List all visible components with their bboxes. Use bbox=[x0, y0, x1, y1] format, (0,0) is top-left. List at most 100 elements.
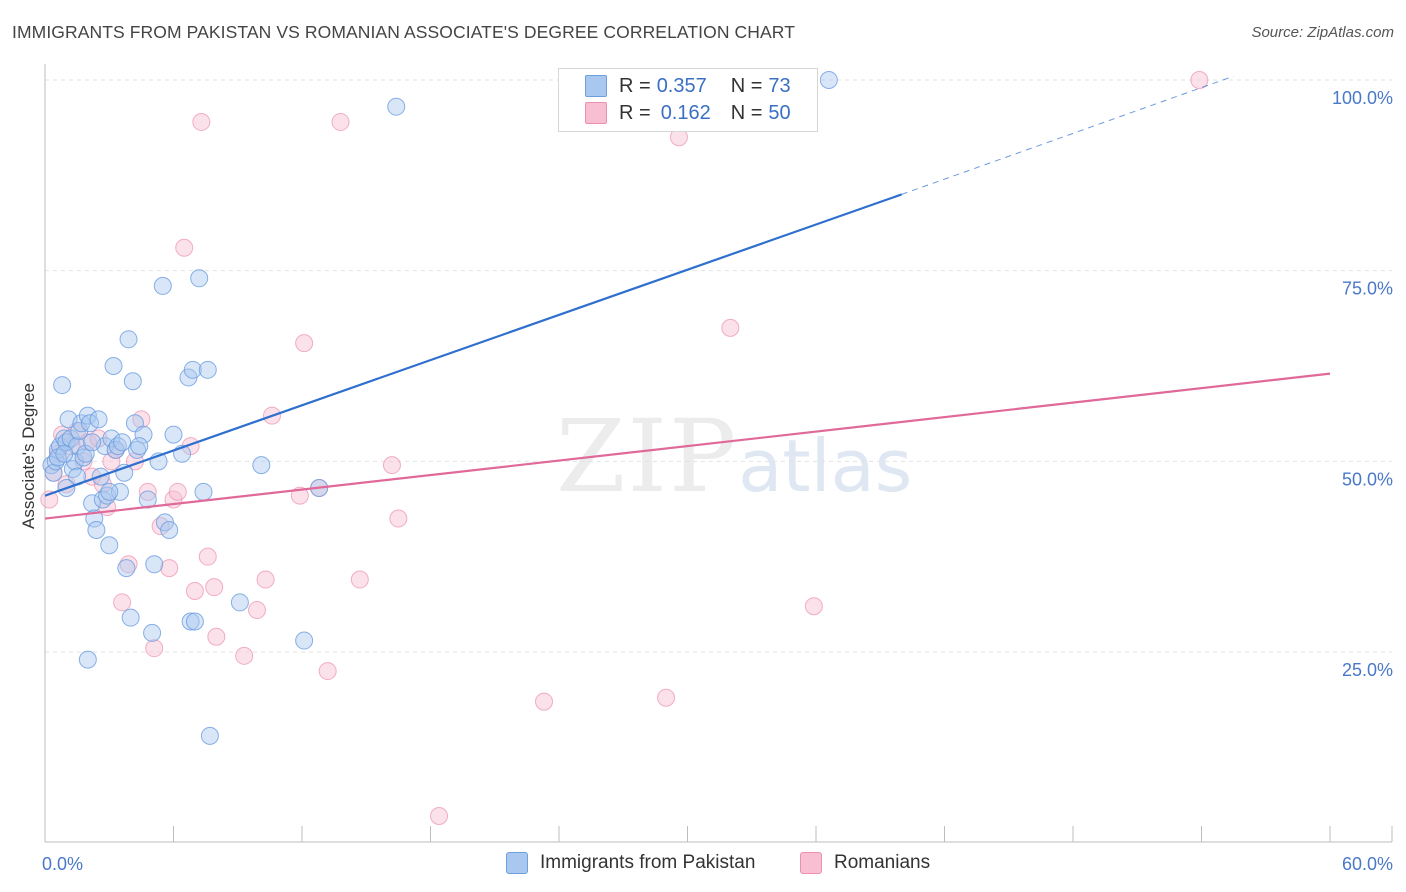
data-point-pakistan bbox=[252, 456, 271, 475]
legend-r-value: 0.162 bbox=[660, 101, 711, 124]
data-point-romanians bbox=[389, 509, 408, 528]
data-point-pakistan bbox=[83, 433, 102, 452]
data-point-romanians bbox=[160, 559, 179, 578]
data-point-romanians bbox=[168, 482, 187, 501]
data-point-romanians bbox=[248, 601, 267, 620]
data-point-pakistan bbox=[104, 357, 123, 376]
data-point-romanians bbox=[290, 486, 309, 505]
data-point-romanians bbox=[382, 456, 401, 475]
data-point-pakistan bbox=[78, 406, 97, 425]
data-point-romanians bbox=[535, 692, 554, 711]
data-point-pakistan bbox=[102, 429, 121, 448]
data-point-romanians bbox=[185, 581, 204, 600]
data-point-pakistan bbox=[100, 482, 119, 501]
data-point-pakistan bbox=[295, 631, 314, 650]
data-point-romanians bbox=[256, 570, 275, 589]
legend-row-romanians: R = 0.162 N = 50 bbox=[585, 100, 791, 126]
data-point-pakistan bbox=[100, 536, 119, 555]
data-point-pakistan bbox=[80, 414, 99, 433]
bottom-legend-label: Immigrants from Pakistan bbox=[540, 852, 756, 873]
data-point-romanians bbox=[350, 570, 369, 589]
data-point-pakistan bbox=[87, 520, 106, 539]
data-point-romanians bbox=[192, 112, 211, 131]
legend-r-value: 0.357 bbox=[656, 74, 707, 97]
data-point-pakistan bbox=[190, 269, 209, 288]
data-point-pakistan bbox=[387, 97, 406, 116]
data-point-pakistan bbox=[119, 330, 138, 349]
data-point-pakistan bbox=[819, 71, 838, 89]
y-tick-label: 100.0% bbox=[1332, 88, 1393, 108]
bottom-legend-swatch-blue bbox=[506, 852, 528, 874]
data-point-pakistan bbox=[65, 452, 84, 471]
legend-n-value: 73 bbox=[768, 74, 791, 97]
correlation-legend: R = 0.357 N = 73 R = 0.162 N = 50 bbox=[558, 68, 818, 132]
legend-r-label: R = bbox=[619, 101, 651, 124]
legend-n-value: 50 bbox=[768, 101, 791, 124]
legend-swatch-blue bbox=[585, 75, 607, 97]
legend-swatch-pink bbox=[585, 102, 607, 124]
data-point-pakistan bbox=[153, 276, 172, 295]
data-point-romanians bbox=[804, 597, 823, 616]
data-point-pakistan bbox=[230, 593, 249, 612]
y-axis-label: Associate's Degree bbox=[19, 383, 38, 529]
data-point-pakistan bbox=[130, 437, 149, 456]
data-point-pakistan bbox=[76, 444, 95, 463]
data-point-pakistan bbox=[164, 425, 183, 444]
trendline-pakistan bbox=[44, 193, 903, 497]
data-point-romanians bbox=[205, 578, 224, 597]
data-point-pakistan bbox=[113, 433, 132, 452]
data-point-romanians bbox=[235, 646, 254, 665]
trendline-pakistan-extension bbox=[901, 75, 1234, 195]
legend-row-pakistan: R = 0.357 N = 73 bbox=[585, 73, 791, 99]
data-point-romanians bbox=[138, 482, 157, 501]
data-point-pakistan bbox=[123, 372, 142, 391]
legend-n-label: N = bbox=[730, 101, 763, 124]
data-point-pakistan bbox=[200, 726, 219, 745]
x-tick-label: 60.0% bbox=[1342, 854, 1393, 874]
data-point-pakistan bbox=[198, 360, 217, 379]
data-point-romanians bbox=[1190, 71, 1209, 89]
data-point-romanians bbox=[657, 688, 676, 707]
data-point-pakistan bbox=[117, 559, 136, 578]
data-point-romanians bbox=[721, 318, 740, 337]
data-point-pakistan bbox=[44, 463, 63, 482]
legend-n-label: N = bbox=[730, 74, 763, 97]
x-tick-label: 0.0% bbox=[42, 854, 83, 874]
data-point-pakistan bbox=[70, 421, 89, 440]
data-point-pakistan bbox=[143, 623, 162, 642]
legend-r-label: R = bbox=[619, 74, 651, 97]
data-point-pakistan bbox=[83, 494, 102, 513]
source-label: Source: ZipAtlas.com bbox=[1251, 24, 1394, 41]
bottom-legend-pakistan: Immigrants from Pakistan bbox=[506, 852, 755, 874]
data-point-pakistan bbox=[194, 482, 213, 501]
y-tick-label: 25.0% bbox=[1342, 660, 1393, 680]
data-point-romanians bbox=[295, 334, 314, 353]
data-point-romanians bbox=[430, 806, 449, 825]
data-point-pakistan bbox=[145, 555, 164, 574]
data-point-romanians bbox=[113, 593, 132, 612]
data-point-pakistan bbox=[78, 650, 97, 669]
data-point-pakistan bbox=[55, 444, 74, 463]
data-point-pakistan bbox=[121, 608, 140, 627]
data-point-pakistan bbox=[53, 376, 72, 395]
bottom-legend-label: Romanians bbox=[834, 852, 931, 873]
data-point-pakistan bbox=[183, 360, 202, 379]
data-point-romanians bbox=[207, 627, 226, 646]
data-point-pakistan bbox=[110, 482, 129, 501]
data-point-romanians bbox=[318, 662, 337, 681]
bottom-legend-romanians: Romanians bbox=[800, 852, 930, 874]
data-point-romanians bbox=[102, 452, 121, 471]
data-point-pakistan bbox=[160, 520, 179, 539]
data-point-pakistan bbox=[89, 410, 108, 429]
data-point-romanians bbox=[198, 547, 217, 566]
y-tick-label: 75.0% bbox=[1342, 279, 1393, 299]
data-point-pakistan bbox=[185, 612, 204, 631]
data-point-romanians bbox=[331, 112, 350, 131]
chart-title: IMMIGRANTS FROM PAKISTAN VS ROMANIAN ASS… bbox=[12, 22, 796, 42]
trendline-romanians bbox=[44, 372, 1331, 520]
data-point-pakistan bbox=[134, 425, 153, 444]
data-point-romanians bbox=[145, 639, 164, 658]
y-tick-label: 50.0% bbox=[1342, 469, 1393, 489]
bottom-legend-swatch-pink bbox=[800, 852, 822, 874]
